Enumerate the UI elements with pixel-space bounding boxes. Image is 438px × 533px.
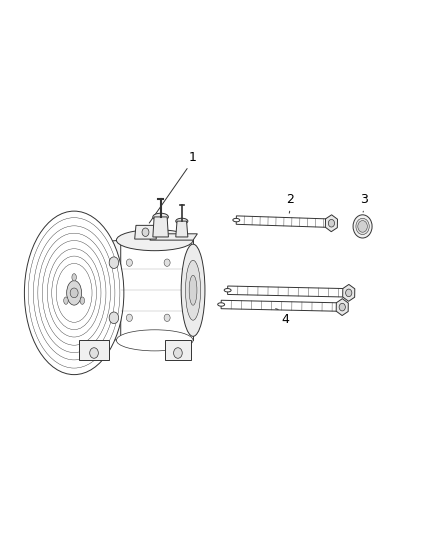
Ellipse shape [117,230,193,251]
Ellipse shape [64,297,68,304]
Polygon shape [117,240,193,341]
Ellipse shape [25,211,124,375]
Circle shape [70,288,78,298]
Ellipse shape [233,219,240,222]
Circle shape [126,259,132,266]
Ellipse shape [117,330,193,351]
Ellipse shape [153,213,168,221]
Ellipse shape [176,218,188,224]
Polygon shape [336,298,348,316]
Text: 3: 3 [360,193,368,206]
Circle shape [356,219,369,235]
Ellipse shape [67,280,81,305]
Ellipse shape [80,297,85,304]
Ellipse shape [185,260,201,320]
Circle shape [358,221,367,232]
Ellipse shape [224,288,231,292]
Polygon shape [79,341,109,360]
Polygon shape [325,215,338,232]
Polygon shape [236,216,332,228]
Circle shape [164,259,170,266]
Circle shape [339,303,345,311]
Ellipse shape [189,275,197,305]
Circle shape [353,215,372,238]
Circle shape [164,314,170,321]
Circle shape [328,220,335,227]
Text: 1: 1 [189,151,197,164]
Polygon shape [150,234,198,240]
Circle shape [126,314,132,321]
Circle shape [142,228,149,237]
Ellipse shape [109,312,119,324]
Polygon shape [221,300,343,311]
Text: 2: 2 [286,193,294,206]
Polygon shape [176,221,188,237]
Polygon shape [109,240,121,341]
Ellipse shape [109,257,119,269]
Polygon shape [343,285,355,301]
Ellipse shape [218,303,225,306]
Circle shape [90,348,99,358]
Text: 4: 4 [281,313,289,326]
Polygon shape [134,225,156,239]
Ellipse shape [181,244,205,336]
Circle shape [346,289,352,297]
Polygon shape [165,341,191,360]
Polygon shape [228,286,349,297]
Circle shape [173,348,182,358]
Ellipse shape [72,273,76,281]
Polygon shape [153,217,168,237]
